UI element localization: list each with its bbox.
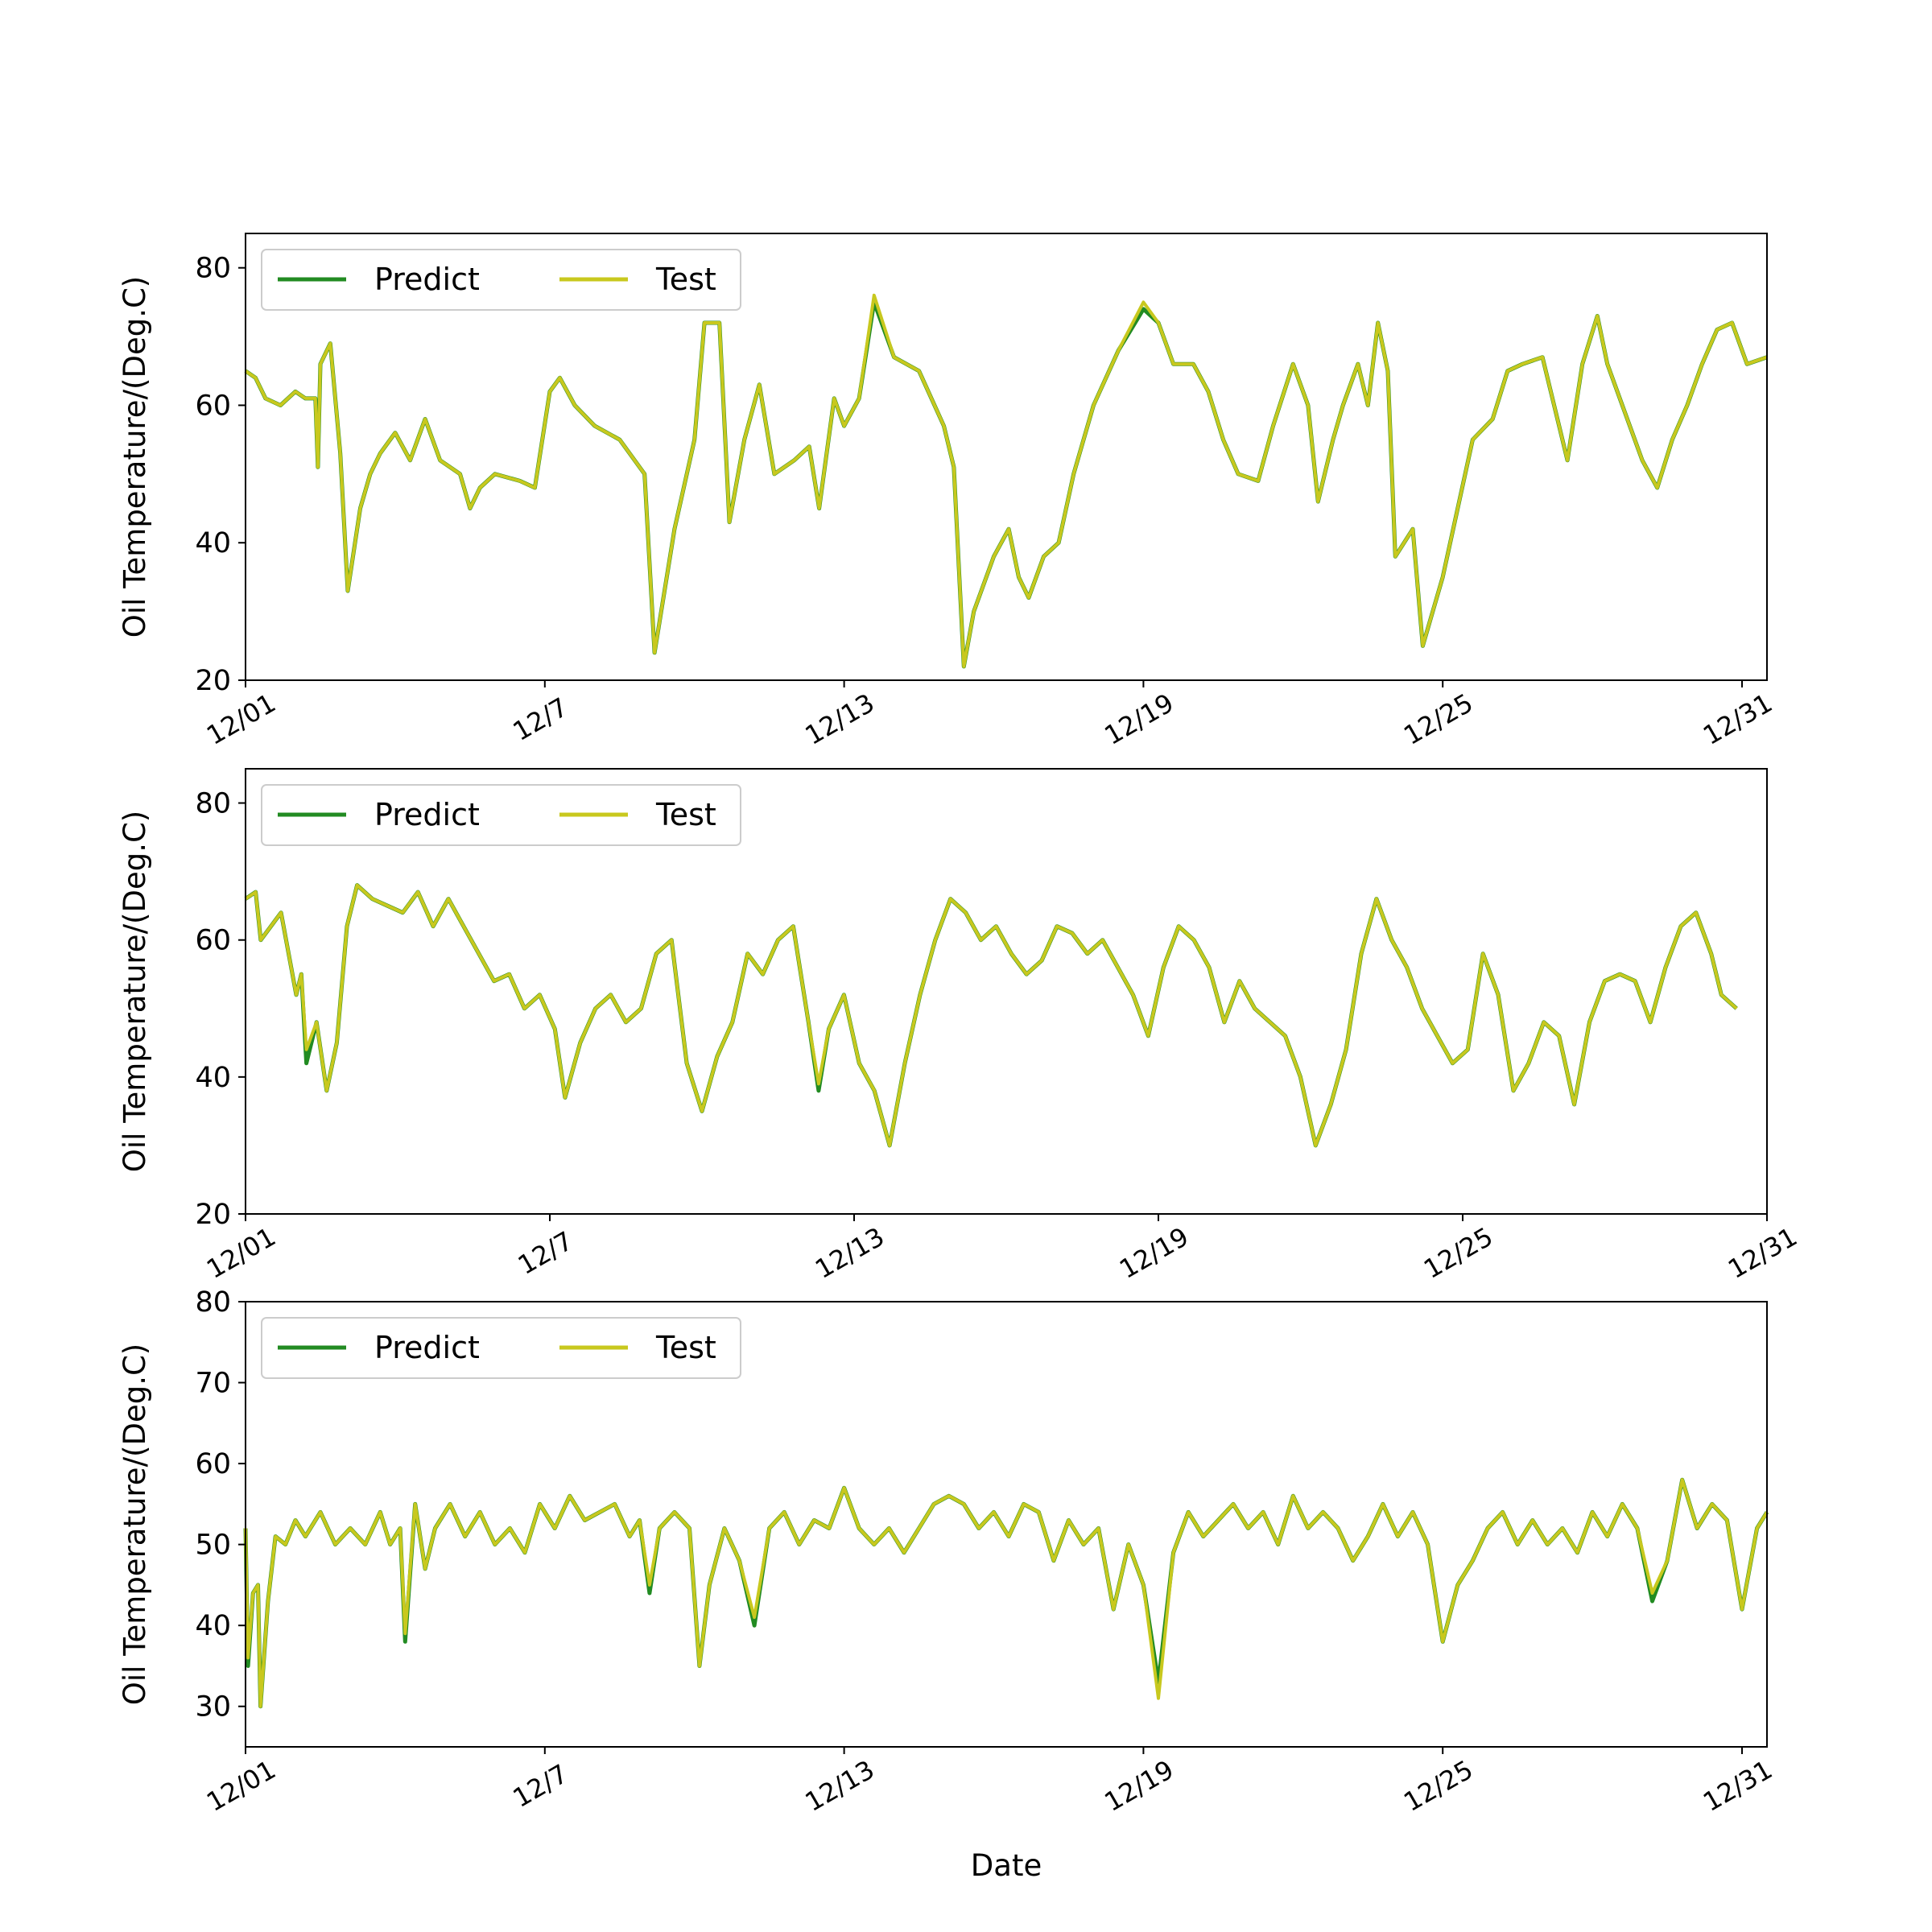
y-tick-label: 40 [195,527,231,559]
series-line-test [244,293,1768,668]
legend-label-test: Test [655,1330,716,1365]
legend-label-predict: Predict [374,1330,480,1365]
y-tick-label: 80 [195,253,231,285]
legend-label-test: Test [655,797,716,832]
y-tick-label: 80 [195,788,231,820]
legend: Predict Test [261,1317,741,1379]
y-tick-label: 40 [195,1610,231,1642]
series-line-test [244,883,1738,1147]
legend-box [261,249,741,311]
y-tick-label: 30 [195,1691,231,1724]
legend-label-test: Test [655,262,716,297]
legend: Predict Test [261,784,741,846]
series-line-test [244,1478,1769,1708]
legend-label-predict: Predict [374,262,480,297]
y-tick-label: 20 [195,1199,231,1231]
y-axis-label: Oil Temperature/(Deg.C) [118,1344,152,1706]
legend-label-predict: Predict [374,797,480,832]
y-axis-label: Oil Temperature/(Deg.C) [118,811,152,1173]
plot-frame [245,233,1768,681]
y-tick-label: 50 [195,1530,231,1562]
legend-box [261,1317,741,1379]
legend: Predict Test [261,249,741,311]
y-tick-label: 70 [195,1368,231,1400]
y-tick-label: 40 [195,1062,231,1094]
y-tick-label: 20 [195,665,231,697]
plot-frame [245,768,1768,1215]
y-tick-label: 60 [195,925,231,957]
y-tick-label: 80 [195,1286,231,1319]
y-tick-label: 60 [195,1448,231,1480]
x-axis-label: Date [971,1848,1042,1883]
legend-box [261,784,741,846]
y-tick-label: 60 [195,390,231,422]
y-axis-label: Oil Temperature/(Deg.C) [118,276,152,638]
plot-frame [245,1301,1768,1748]
